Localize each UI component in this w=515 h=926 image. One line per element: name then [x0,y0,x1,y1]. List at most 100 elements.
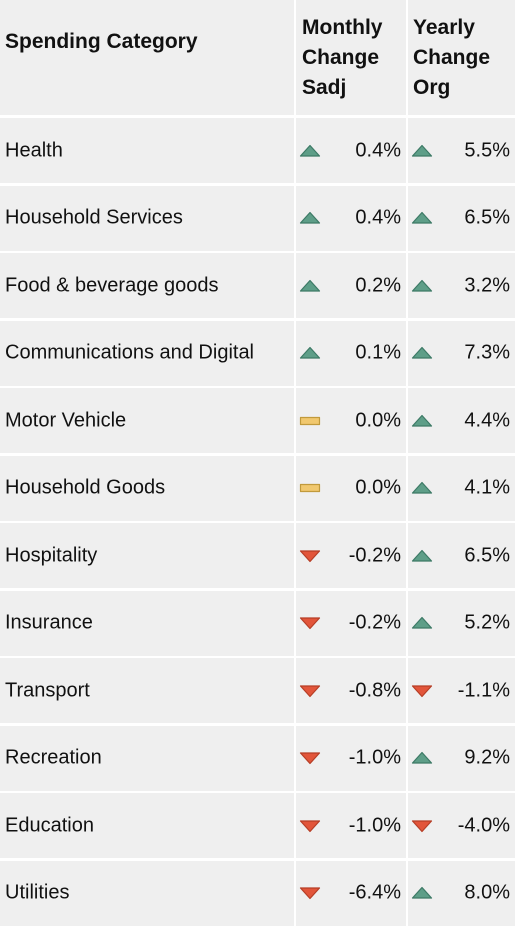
triangle-up-icon [299,279,321,292]
yearly-cell: 5.5% [408,118,515,183]
table-row: Education -1.0% -4.0% [0,793,515,858]
category-cell: Health [0,118,294,183]
category-label: Food & beverage goods [5,274,219,296]
triangle-down-icon [411,684,433,697]
triangle-down-icon [299,617,321,630]
yearly-value: 6.5% [464,206,510,229]
category-label: Household Goods [5,476,166,499]
monthly-cell: 0.4% [296,118,406,183]
yearly-cell: 8.0% [408,860,515,926]
triangle-up-icon [411,616,433,629]
header-category: Spending Category [0,0,294,115]
triangle-down-icon [299,819,321,832]
monthly-cell: 0.4% [296,185,406,251]
triangle-up-icon [411,481,433,494]
table-row: Household Services 0.4% 6.5% [0,185,515,251]
triangle-down-icon [411,819,433,832]
triangle-up-icon [411,211,433,224]
yearly-cell: 9.2% [408,725,515,791]
category-label: Motor Vehicle [5,409,127,431]
triangle-down-icon [299,684,321,697]
triangle-up-icon [411,549,433,562]
category-label: Recreation [5,746,102,769]
table-row: Hospitality -0.2% 6.5% [0,523,515,588]
triangle-up-icon [411,751,433,764]
monthly-value: -1.0% [348,814,401,836]
yearly-value: 3.2% [464,274,510,296]
yearly-value: 8.0% [464,881,510,904]
category-cell: Utilities [0,860,294,926]
category-cell: Insurance [0,590,294,656]
table-row: Food & beverage goods 0.2% 3.2% [0,253,515,318]
flat-bar-icon [299,416,321,425]
category-cell: Household Goods [0,455,294,521]
monthly-cell: -1.0% [296,725,406,791]
table-row: Utilities -6.4% 8.0% [0,860,515,926]
yearly-value: -4.0% [457,814,510,836]
yearly-cell: 4.4% [408,388,515,453]
monthly-cell: -0.8% [296,658,406,723]
monthly-cell: 0.2% [296,253,406,318]
monthly-cell: -0.2% [296,523,406,588]
header-yearly-label: Yearly Change Org [413,16,491,99]
table-row: Transport -0.8% -1.1% [0,658,515,723]
triangle-up-icon [411,886,433,899]
flat-bar-icon [299,483,321,493]
yearly-value: -1.1% [457,679,510,701]
monthly-cell: 0.1% [296,320,406,386]
header-category-label: Spending Category [5,30,198,53]
header-monthly-label: Monthly Change Sadj [302,16,383,99]
triangle-up-icon [411,279,433,292]
triangle-up-icon [411,414,433,427]
table-row: Health 0.4% 5.5% [0,118,515,183]
yearly-value: 9.2% [464,746,510,769]
monthly-value: 0.2% [355,274,401,296]
category-cell: Transport [0,658,294,723]
monthly-value: 0.4% [355,139,401,161]
triangle-up-icon [299,144,321,157]
yearly-cell: 5.2% [408,590,515,656]
monthly-value: -0.8% [348,679,401,701]
triangle-down-icon [299,887,321,900]
category-label: Insurance [5,611,93,634]
category-label: Utilities [5,881,70,904]
table-row: Household Goods 0.0% 4.1% [0,455,515,521]
yearly-value: 5.2% [464,611,510,634]
table-header-row: Spending Category Monthly Change Sadj Ye… [0,0,515,115]
triangle-up-icon [299,211,321,224]
yearly-cell: -1.1% [408,658,515,723]
monthly-value: -6.4% [348,881,401,904]
triangle-down-icon [299,752,321,765]
yearly-value: 5.5% [464,139,510,161]
table-row: Insurance -0.2% 5.2% [0,590,515,656]
yearly-value: 4.1% [464,476,510,499]
yearly-cell: -4.0% [408,793,515,858]
yearly-value: 4.4% [464,409,510,431]
category-label: Transport [5,679,90,701]
table-row: Communications and Digital 0.1% 7.3% [0,320,515,386]
yearly-cell: 6.5% [408,185,515,251]
table-row: Recreation -1.0% 9.2% [0,725,515,791]
yearly-cell: 7.3% [408,320,515,386]
yearly-value: 6.5% [464,544,510,566]
monthly-value: 0.1% [355,341,401,364]
category-label: Hospitality [5,544,98,566]
category-label: Health [5,139,63,161]
category-cell: Hospitality [0,523,294,588]
triangle-up-icon [411,346,433,359]
category-cell: Education [0,793,294,858]
header-monthly: Monthly Change Sadj [296,0,406,115]
category-label: Household Services [5,206,183,229]
triangle-up-icon [299,346,321,359]
category-label: Communications and Digital [5,341,255,364]
header-yearly: Yearly Change Org [408,0,515,115]
category-cell: Food & beverage goods [0,253,294,318]
yearly-cell: 6.5% [408,523,515,588]
monthly-value: -0.2% [348,544,401,566]
triangle-down-icon [299,549,321,562]
yearly-cell: 4.1% [408,455,515,521]
monthly-value: -1.0% [348,746,401,769]
monthly-cell: -1.0% [296,793,406,858]
monthly-value: 0.0% [355,409,401,431]
